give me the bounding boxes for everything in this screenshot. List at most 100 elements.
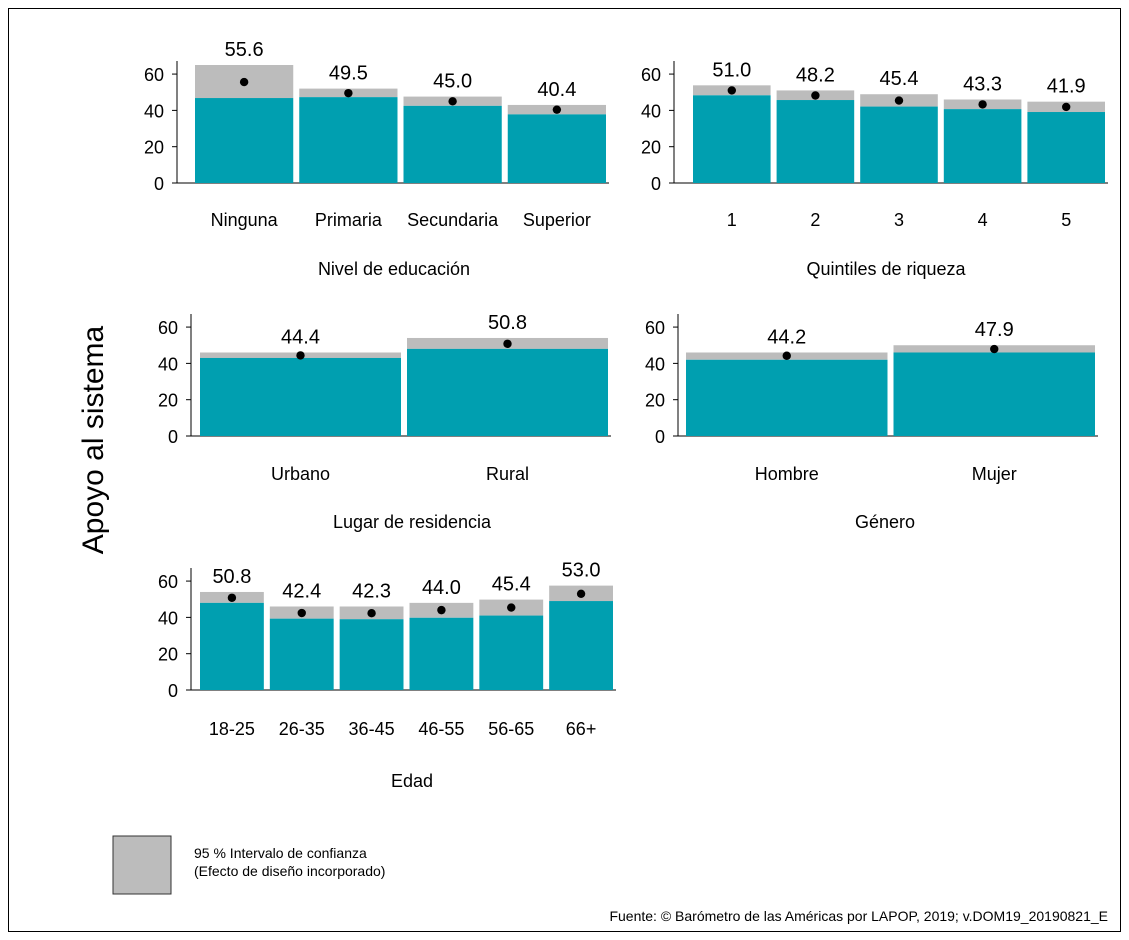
bar <box>200 357 401 436</box>
data-label: 47.9 <box>975 319 1014 341</box>
y-tick-label: 20 <box>158 645 178 665</box>
mean-point <box>552 105 562 114</box>
y-tick-label: 0 <box>168 681 178 701</box>
y-tick-label: 20 <box>645 391 665 411</box>
y-tick-label: 20 <box>144 138 164 158</box>
panels: 020406055.6Ninguna49.5Primaria45.0Secund… <box>144 39 1108 791</box>
legend-label-line2: (Efecto de diseño incorporado) <box>194 863 385 879</box>
mean-point <box>437 605 446 615</box>
data-label: 42.4 <box>282 580 321 602</box>
bar <box>1027 112 1105 183</box>
bar <box>549 601 613 690</box>
category-label: 3 <box>894 210 904 230</box>
bar <box>686 359 888 436</box>
y-tick-label: 0 <box>168 427 178 447</box>
y-tick-label: 0 <box>651 174 661 194</box>
data-label: 45.4 <box>492 574 531 596</box>
mean-point <box>782 351 791 360</box>
y-tick-label: 40 <box>641 101 661 121</box>
bar <box>299 97 398 183</box>
mean-point <box>297 608 306 618</box>
bar <box>893 352 1095 436</box>
y-tick-label: 40 <box>158 354 178 374</box>
category-label: 4 <box>978 210 988 230</box>
mean-point <box>1062 102 1071 112</box>
y-axis-title: Apoyo al sistema <box>77 325 110 554</box>
bar <box>860 106 938 183</box>
mean-point <box>503 339 512 348</box>
mean-point <box>894 96 904 105</box>
data-label: 42.3 <box>352 580 391 602</box>
bar <box>269 618 334 690</box>
category-label: Ninguna <box>211 210 279 230</box>
mean-point <box>227 593 237 602</box>
data-label: 41.9 <box>1047 76 1086 98</box>
mean-point <box>978 100 987 109</box>
bar <box>776 100 855 183</box>
bar <box>403 105 502 183</box>
data-label: 48.2 <box>796 64 835 86</box>
data-label: 44.2 <box>767 326 806 348</box>
data-label: 44.0 <box>422 577 461 599</box>
bar <box>943 109 1022 183</box>
mean-point <box>296 351 305 360</box>
chart-canvas: Apoyo al sistema 020406055.6Ninguna49.5P… <box>8 8 1121 932</box>
category-label: 36-45 <box>349 719 395 739</box>
bar <box>339 619 404 690</box>
mean-point <box>239 77 249 87</box>
y-tick-label: 20 <box>158 391 178 411</box>
category-label: 66+ <box>566 719 597 739</box>
category-label: Superior <box>523 210 591 230</box>
bar <box>693 95 771 183</box>
legend-swatch <box>112 835 172 895</box>
category-label: 2 <box>810 210 820 230</box>
category-label: Urbano <box>271 464 330 484</box>
mean-point <box>990 344 999 354</box>
y-tick-label: 60 <box>158 572 178 592</box>
mean-point <box>811 91 820 100</box>
y-tick-label: 40 <box>645 354 665 374</box>
data-label: 49.5 <box>329 63 368 85</box>
data-label: 45.0 <box>433 71 472 93</box>
category-label: 26-35 <box>279 719 325 739</box>
data-label: 44.4 <box>281 326 320 348</box>
data-label: 43.3 <box>963 73 1002 95</box>
y-tick-label: 0 <box>154 174 164 194</box>
panel-5: 0 20 40 60 50.8 18-25 42.4 26-35 42.3 36-45 44.0 46… <box>158 560 616 791</box>
panel-4: 0 20 40 60 44.2 Hombre 47.9 Mujer Género <box>645 314 1098 532</box>
y-tick-label: 0 <box>655 427 665 447</box>
mean-point <box>344 88 353 98</box>
panel-3: 0 20 40 60 44.4 Urbano 50.8 Rural Lugar de resid… <box>158 312 611 532</box>
panel-1: 0 20 40 60 55.6 Ninguna 49.5 Primaria 45.0 Secund… <box>144 39 609 279</box>
category-label: 46-55 <box>418 719 464 739</box>
category-label: Hombre <box>755 464 819 484</box>
bar <box>409 617 474 690</box>
frame-border <box>8 8 1121 932</box>
panel-title: Edad <box>391 771 433 791</box>
category-label: 56-65 <box>488 719 534 739</box>
y-tick-label: 40 <box>158 608 178 628</box>
category-label: Rural <box>486 464 529 484</box>
data-label: 51.0 <box>712 59 751 81</box>
y-tick-label: 60 <box>641 65 661 85</box>
category-label: Secundaria <box>407 210 499 230</box>
data-label: 50.8 <box>212 566 251 588</box>
y-tick-label: 60 <box>645 318 665 338</box>
panel-2: 0 20 40 60 51.0 1 48.2 2 45.4 3 43.3 4 41.9 5 Quintile… <box>641 59 1108 279</box>
panel-title: Nivel de educación <box>318 259 470 279</box>
y-tick-label: 20 <box>641 138 661 158</box>
panel-title: Quintiles de riqueza <box>806 259 966 279</box>
data-label: 53.0 <box>562 560 601 582</box>
chart-frame: Apoyo al sistema 0 20 40 60 55.6 Ninguna 49.5 P… <box>8 8 1121 932</box>
panel-title: Género <box>855 512 915 532</box>
category-label: 18-25 <box>209 719 255 739</box>
legend-label-line1: 95 % Intervalo de confianza <box>194 845 367 861</box>
y-tick-label: 60 <box>144 65 164 85</box>
mean-point <box>576 589 586 598</box>
category-label: 5 <box>1061 210 1071 230</box>
mean-point <box>448 97 457 106</box>
category-label: Primaria <box>315 210 383 230</box>
bar <box>479 615 544 690</box>
y-tick-label: 40 <box>144 101 164 121</box>
y-tick-label: 60 <box>158 318 178 338</box>
